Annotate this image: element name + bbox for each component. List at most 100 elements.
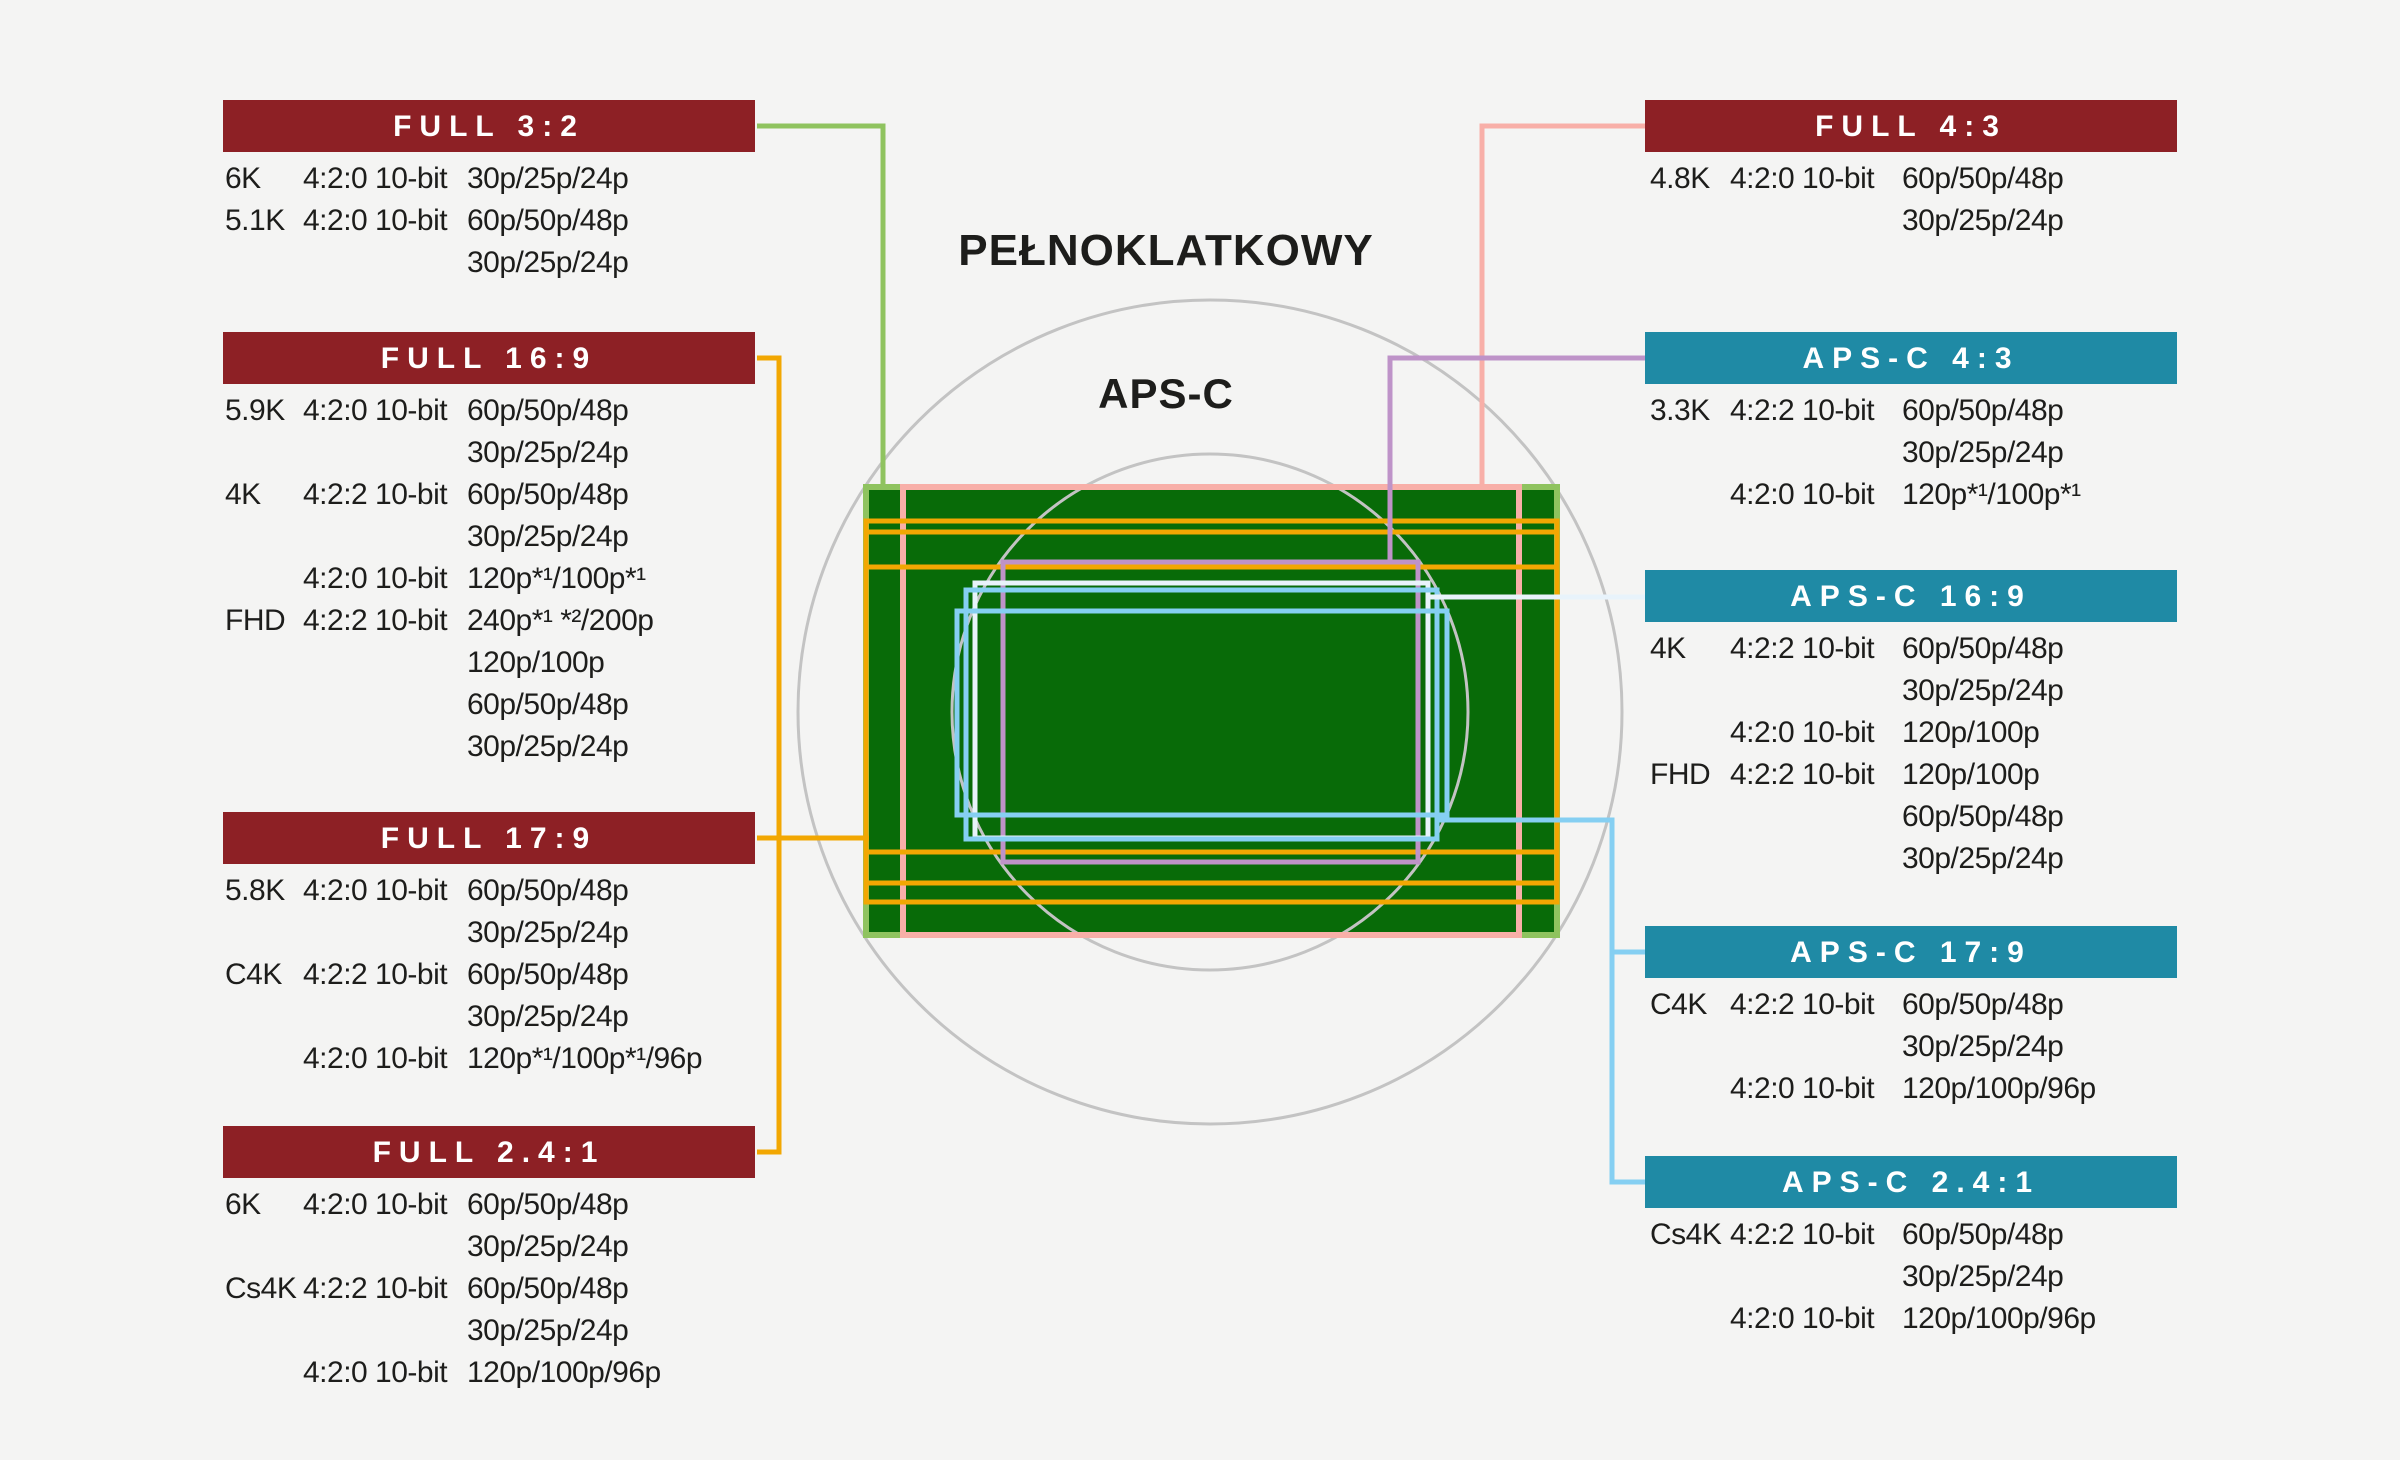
framerate-cell: 30p/25p/24p: [1902, 842, 2064, 875]
framerate-cell: 60p/50p/48p: [467, 958, 629, 991]
table-row: 5.9K 4:2:0 10-bit 60p/50p/48p: [223, 390, 755, 432]
table-row: 4:2:0 10-bit 120p*¹/100p*¹: [223, 558, 755, 600]
chroma-cell: 4:2:0 10-bit: [303, 1356, 448, 1389]
resolution-cell: 4K: [225, 478, 261, 511]
connector-full-wide: [757, 355, 869, 1155]
framerate-cell: 30p/25p/24p: [1902, 1260, 2064, 1293]
table-rows-apsc-4-3: 3.3K 4:2:2 10-bit 60p/50p/48p 30p/25p/24p 4:…: [1645, 390, 2177, 516]
framerate-cell: 60p/50p/48p: [467, 1188, 629, 1221]
framerate-cell: 60p/50p/48p: [1902, 632, 2064, 665]
framerate-cell: 60p/50p/48p: [1902, 162, 2064, 195]
table-rows-full-17-9: 5.8K 4:2:0 10-bit 60p/50p/48p 30p/25p/24p C4…: [223, 870, 755, 1080]
chroma-cell: 4:2:0 10-bit: [303, 204, 448, 237]
framerate-cell: 30p/25p/24p: [1902, 1030, 2064, 1063]
full-frame-label: PEŁNOKLATKOWY: [958, 226, 1374, 275]
chroma-cell: 4:2:0 10-bit: [1730, 1302, 1875, 1335]
framerate-cell: 30p/25p/24p: [467, 520, 629, 553]
table-row: 30p/25p/24p: [1645, 200, 2177, 242]
framerate-cell: 60p/50p/48p: [1902, 800, 2064, 833]
table-rows-full-2-4-1: 6K 4:2:0 10-bit 60p/50p/48p 30p/25p/24p Cs4K…: [223, 1184, 755, 1394]
table-row: 30p/25p/24p: [1645, 432, 2177, 474]
table-row: 4.8K 4:2:0 10-bit 60p/50p/48p: [1645, 158, 2177, 200]
resolution-cell: 5.9K: [225, 394, 285, 427]
apsc-image-circle: [950, 452, 1470, 972]
table-row: 4:2:0 10-bit 120p*¹/100p*¹: [1645, 474, 2177, 516]
table-row: 30p/25p/24p: [223, 912, 755, 954]
table-rows-full-3-2: 6K 4:2:0 10-bit 30p/25p/24p 5.1K 4:2:0 10-bi…: [223, 158, 755, 284]
framerate-cell: 120p/100p/96p: [1902, 1302, 2096, 1335]
chroma-cell: 4:2:2 10-bit: [1730, 394, 1875, 427]
chroma-cell: 4:2:2 10-bit: [303, 604, 448, 637]
table-header-full-2-4-1: FULL 2.4:1: [223, 1126, 755, 1178]
table-rows-apsc-17-9: C4K 4:2:2 10-bit 60p/50p/48p 30p/25p/24p 4:2…: [1645, 984, 2177, 1110]
table-row: 30p/25p/24p: [223, 1310, 755, 1352]
frame-apsc-4-3: [1000, 559, 1421, 865]
table-rows-full-4-3: 4.8K 4:2:0 10-bit 60p/50p/48p 30p/25p/24p: [1645, 158, 2177, 242]
framerate-cell: 30p/25p/24p: [1902, 674, 2064, 707]
framerate-cell: 30p/25p/24p: [467, 1230, 629, 1263]
table-header-full-17-9: FULL 17:9: [223, 812, 755, 864]
table-row: 4:2:0 10-bit 120p/100p: [1645, 712, 2177, 754]
framerate-cell: 120p*¹/100p*¹/96p: [467, 1042, 703, 1075]
framerate-cell: 30p/25p/24p: [467, 1000, 629, 1033]
framerate-cell: 120p/100p: [1902, 758, 2040, 791]
table-rows-apsc-2-4-1: Cs4K 4:2:2 10-bit 60p/50p/48p 30p/25p/24p 4:…: [1645, 1214, 2177, 1340]
framerate-cell: 240p*¹ *²/200p: [467, 604, 654, 637]
framerate-cell: 30p/25p/24p: [467, 730, 629, 763]
chroma-cell: 4:2:2 10-bit: [1730, 988, 1875, 1021]
table-row: C4K 4:2:2 10-bit 60p/50p/48p: [1645, 984, 2177, 1026]
table-header-apsc-16-9: APS-C 16:9: [1645, 570, 2177, 622]
frame-apsc-17-9: [963, 587, 1440, 842]
chroma-cell: 4:2:0 10-bit: [1730, 716, 1875, 749]
table-row: 30p/25p/24p: [223, 242, 755, 284]
resolution-cell: C4K: [225, 958, 282, 991]
table-row: 120p/100p: [223, 642, 755, 684]
framerate-cell: 30p/25p/24p: [467, 916, 629, 949]
chroma-cell: 4:2:2 10-bit: [303, 478, 448, 511]
resolution-cell: FHD: [225, 604, 286, 637]
table-row: 60p/50p/48p: [1645, 796, 2177, 838]
table-row: 30p/25p/24p: [223, 432, 755, 474]
chroma-cell: 4:2:0 10-bit: [303, 162, 448, 195]
framerate-cell: 30p/25p/24p: [1902, 436, 2064, 469]
framerate-cell: 60p/50p/48p: [467, 478, 629, 511]
table-row: Cs4K 4:2:2 10-bit 60p/50p/48p: [223, 1268, 755, 1310]
resolution-cell: FHD: [1650, 758, 1711, 791]
apsc-label: APS-C: [1098, 370, 1234, 417]
table-header-apsc-4-3: APS-C 4:3: [1645, 332, 2177, 384]
table-row: 4:2:0 10-bit 120p/100p/96p: [1645, 1298, 2177, 1340]
chroma-cell: 4:2:2 10-bit: [1730, 1218, 1875, 1251]
framerate-cell: 60p/50p/48p: [1902, 394, 2064, 427]
table-header-apsc-2-4-1: APS-C 2.4:1: [1645, 1156, 2177, 1208]
resolution-cell: 5.1K: [225, 204, 285, 237]
connector-apsc-wide: [1437, 817, 1645, 1185]
table-header-apsc-17-9: APS-C 17:9: [1645, 926, 2177, 978]
table-row: 3.3K 4:2:2 10-bit 60p/50p/48p: [1645, 390, 2177, 432]
table-row: 4K 4:2:2 10-bit 60p/50p/48p: [1645, 628, 2177, 670]
resolution-cell: 4.8K: [1650, 162, 1710, 195]
chroma-cell: 4:2:0 10-bit: [303, 1188, 448, 1221]
framerate-cell: 120p/100p: [1902, 716, 2040, 749]
table-row: 6K 4:2:0 10-bit 30p/25p/24p: [223, 158, 755, 200]
table-row: C4K 4:2:2 10-bit 60p/50p/48p: [223, 954, 755, 996]
frame-full-4-3: [900, 484, 1522, 938]
table-row: FHD 4:2:2 10-bit 240p*¹ *²/200p: [223, 600, 755, 642]
table-row: 30p/25p/24p: [1645, 670, 2177, 712]
table-row: 30p/25p/24p: [223, 996, 755, 1038]
table-rows-apsc-16-9: 4K 4:2:2 10-bit 60p/50p/48p 30p/25p/24p 4:2:…: [1645, 628, 2177, 880]
chroma-cell: 4:2:0 10-bit: [303, 1042, 448, 1075]
resolution-cell: 5.8K: [225, 874, 285, 907]
chroma-cell: 4:2:0 10-bit: [1730, 478, 1875, 511]
framerate-cell: 60p/50p/48p: [467, 874, 629, 907]
frame-apsc-2-4-1: [954, 608, 1450, 818]
table-row: 4:2:0 10-bit 120p*¹/100p*¹/96p: [223, 1038, 755, 1080]
framerate-cell: 30p/25p/24p: [1902, 204, 2064, 237]
table-row: 4K 4:2:2 10-bit 60p/50p/48p: [223, 474, 755, 516]
framerate-cell: 120p*¹/100p*¹: [1902, 478, 2081, 511]
framerate-cell: 120p/100p: [467, 646, 605, 679]
resolution-cell: 6K: [225, 1188, 261, 1221]
table-header-full-16-9: FULL 16:9: [223, 332, 755, 384]
chroma-cell: 4:2:2 10-bit: [1730, 758, 1875, 791]
framerate-cell: 30p/25p/24p: [467, 436, 629, 469]
